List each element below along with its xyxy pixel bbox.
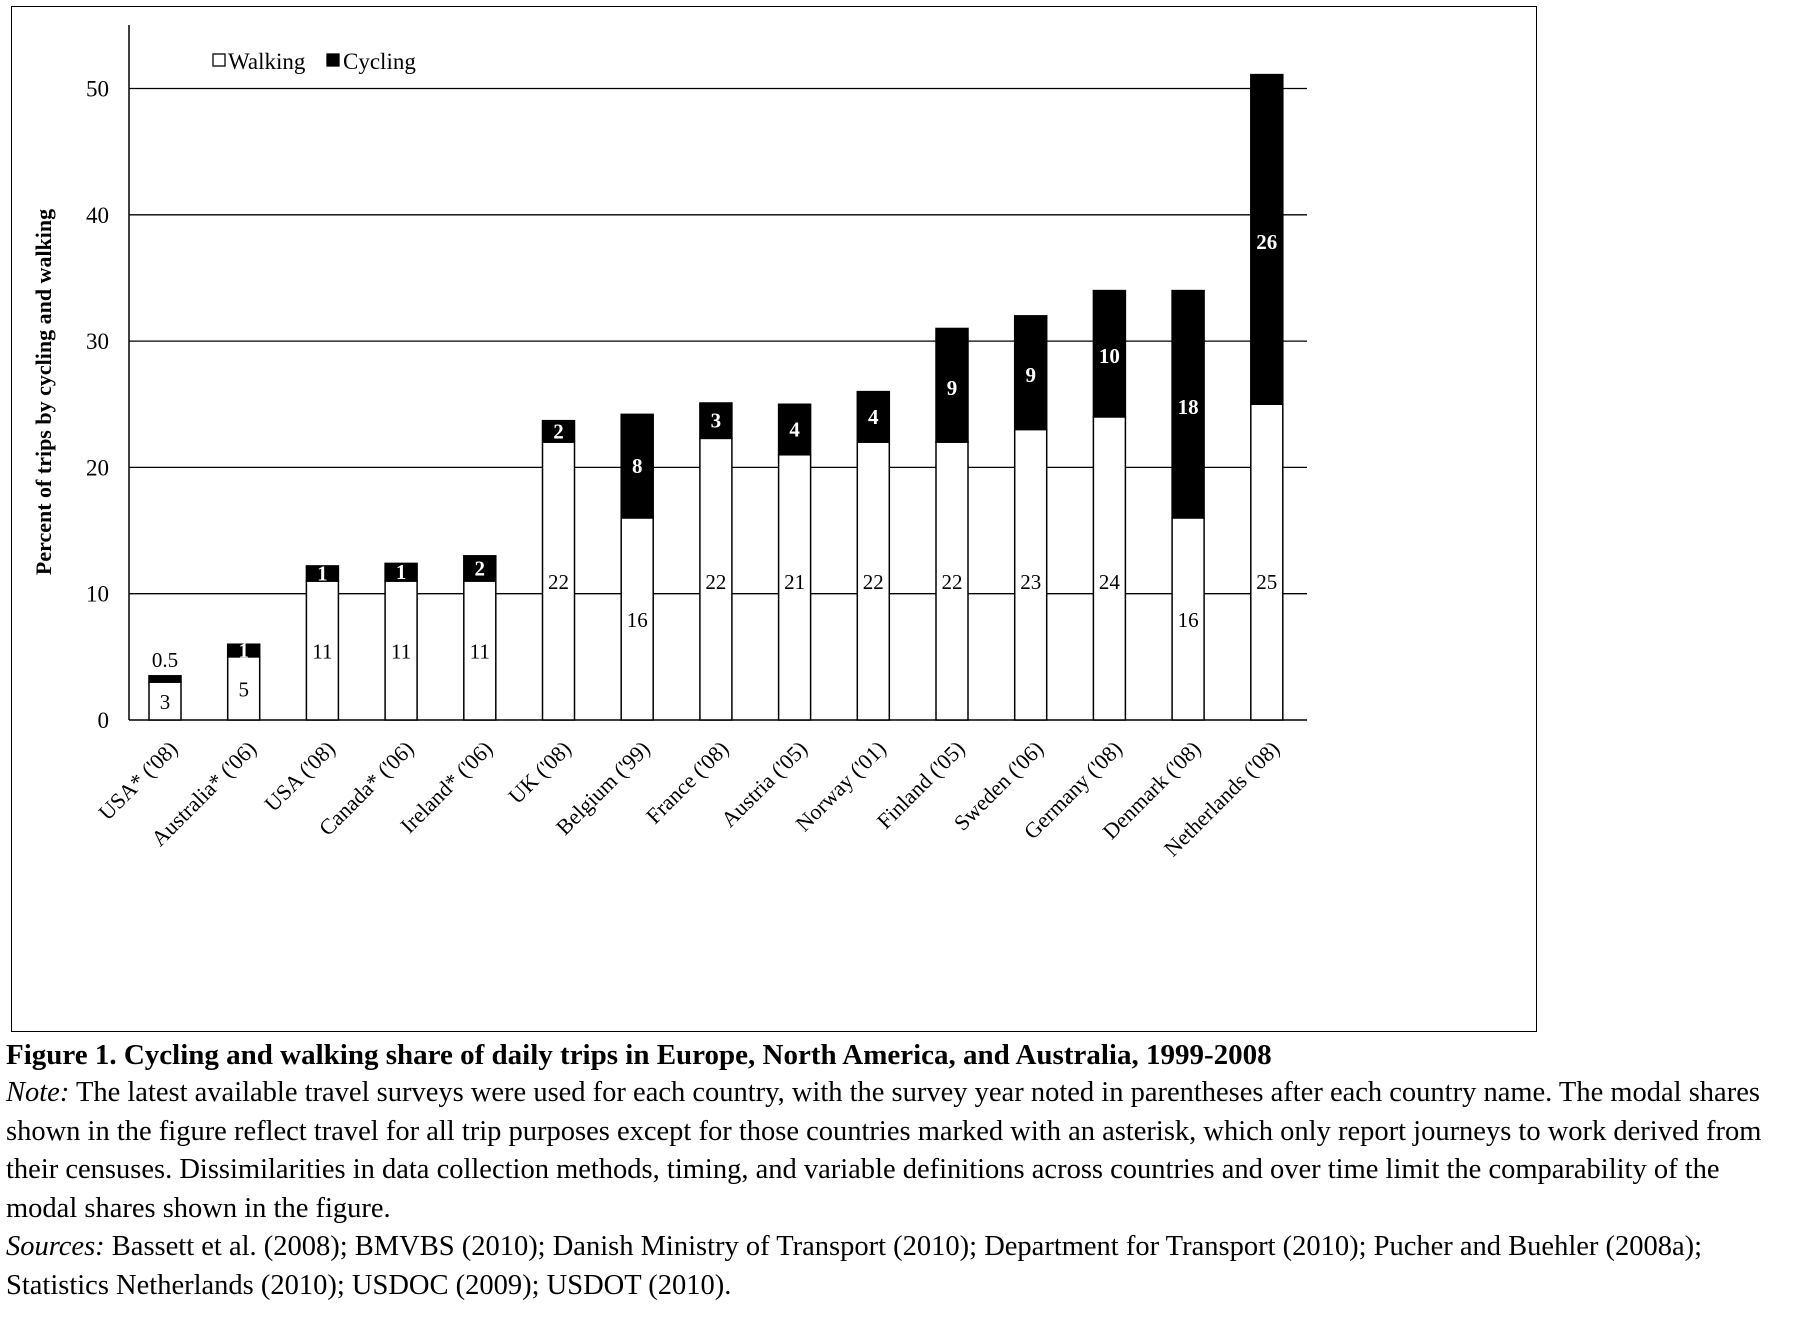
data-label-cycling: 26 <box>1256 230 1277 254</box>
bar-cycling <box>1250 73 1284 406</box>
bar-cycling <box>777 403 812 456</box>
figure-sources: Sources: Bassett et al. (2008); BMVBS (2… <box>6 1228 1796 1305</box>
bar-cycling <box>384 562 418 582</box>
data-label-walking: 22 <box>548 570 569 594</box>
figure-caption: Figure 1. Cycling and walking share of d… <box>6 1036 1796 1305</box>
note-text: The latest available travel surveys were… <box>6 1077 1762 1224</box>
data-label-cycling: 4 <box>789 418 800 442</box>
y-tick-label: 40 <box>86 203 109 228</box>
data-label-walking: 22 <box>942 570 963 594</box>
bar-cycling <box>148 675 182 683</box>
sources-label: Sources: <box>6 1231 105 1262</box>
data-labels: 30.551 1111111122221682232142242292392410… <box>152 230 1277 714</box>
y-tick-label: 50 <box>86 77 109 102</box>
y-tick-label: 30 <box>86 329 109 354</box>
figure-note: Note: The latest available travel survey… <box>6 1074 1796 1228</box>
data-label-walking: 24 <box>1099 570 1121 594</box>
x-tick-label: USA ('08) <box>259 736 340 817</box>
bar-cycling <box>305 565 340 582</box>
note-label: Note: <box>6 1077 70 1108</box>
bar-walking <box>305 580 340 721</box>
bar-cycling <box>699 402 733 440</box>
bar-walking <box>1250 403 1284 721</box>
data-label-walking: 22 <box>705 570 726 594</box>
bars <box>148 73 1284 721</box>
bar-walking <box>148 681 182 721</box>
data-label-cycling: 2 <box>475 556 486 580</box>
legend-swatch-cycling <box>326 53 340 67</box>
y-axis-title: Percent of trips by cycling and walking <box>31 209 56 575</box>
data-label-walking: 16 <box>1178 608 1199 632</box>
bar-cycling <box>226 643 261 658</box>
bar-walking <box>935 441 969 721</box>
data-label-cycling: 9 <box>1025 363 1036 387</box>
data-label-walking: 5 <box>238 677 249 701</box>
bar-walking <box>699 437 733 721</box>
data-label-cycling: 8 <box>632 454 643 478</box>
data-label-walking: 21 <box>784 570 805 594</box>
bar-cycling <box>1013 315 1048 431</box>
data-label-cycling: 18 <box>1178 395 1199 419</box>
bar-walking <box>463 580 497 721</box>
legend-swatch-walking <box>212 53 226 67</box>
data-label-cycling: 1 <box>396 560 407 584</box>
data-label-cycling: 0.5 <box>152 648 178 672</box>
data-label-walking: 11 <box>391 640 411 664</box>
bar-walking <box>620 517 654 721</box>
data-label-cycling: 4 <box>868 405 879 429</box>
data-label-walking: 25 <box>1256 570 1277 594</box>
data-label-cycling: 10 <box>1099 344 1120 368</box>
bar-cycling <box>541 419 576 443</box>
y-tick-label: 0 <box>98 708 110 733</box>
y-tick-label: 10 <box>86 582 109 607</box>
data-label-walking: 22 <box>863 570 884 594</box>
x-tick-labels: USA* ('08)Australia* ('06)USA ('08)Canad… <box>93 736 1284 861</box>
data-label-walking: 11 <box>312 640 332 664</box>
bar-walking <box>1013 428 1048 721</box>
bar-cycling <box>463 555 497 582</box>
y-tick-label: 20 <box>86 455 109 480</box>
bar-cycling <box>1092 289 1127 418</box>
chart-frame: 0 10 20 30 40 50 3 0.5 5 1 11 1 11 1 11 2 22 2 16 8 22 3 21 4 2… <box>11 6 1537 1032</box>
data-label-walking: 16 <box>627 608 648 632</box>
legend-label-cycling: Cycling <box>343 49 416 74</box>
data-label-cycling: 2 <box>553 419 564 443</box>
x-tick-label: UK ('08) <box>503 736 576 809</box>
figure-title: Figure 1. Cycling and walking share of d… <box>6 1039 1272 1071</box>
legend: Walking Cycling <box>212 49 416 74</box>
data-label-walking: 23 <box>1020 570 1041 594</box>
data-label-walking: 11 <box>470 640 490 664</box>
bar-cycling <box>935 327 969 443</box>
data-label-cycling: 1 <box>317 561 328 585</box>
sources-text: Bassett et al. (2008); BMVBS (2010); Dan… <box>6 1231 1703 1301</box>
bar-cycling <box>620 413 654 519</box>
data-label-cycling: 1 <box>238 639 249 663</box>
y-tick-labels: 0 10 20 30 40 50 <box>86 77 109 734</box>
bar-cycling <box>1171 289 1205 519</box>
data-label-walking: 3 <box>160 690 171 714</box>
bar-walking <box>777 454 812 721</box>
data-label-cycling: 3 <box>711 409 722 433</box>
bar-walking <box>384 580 418 721</box>
legend-label-walking: Walking <box>228 49 306 74</box>
data-label-cycling: 9 <box>947 376 958 400</box>
bar-cycling <box>856 390 891 443</box>
bar-walking <box>226 656 261 721</box>
bar-walking <box>1092 416 1127 721</box>
